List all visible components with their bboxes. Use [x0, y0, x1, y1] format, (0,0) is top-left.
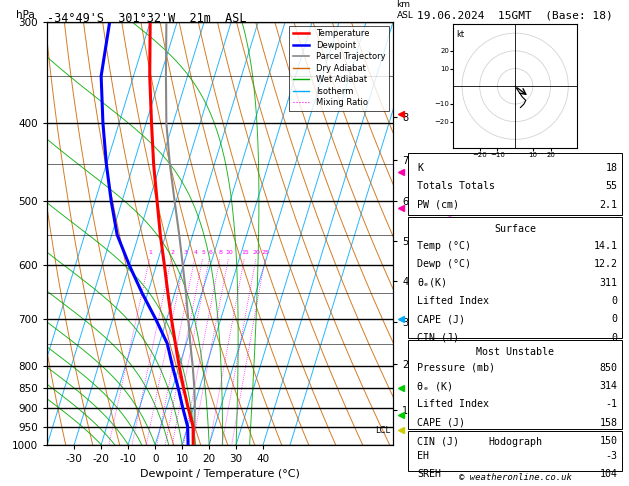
Text: Lifted Index: Lifted Index [417, 399, 489, 410]
Text: 19.06.2024  15GMT  (Base: 18): 19.06.2024 15GMT (Base: 18) [417, 11, 613, 21]
FancyBboxPatch shape [408, 217, 622, 338]
Text: 15: 15 [241, 250, 249, 255]
Text: EH: EH [417, 451, 429, 461]
Text: km
ASL: km ASL [397, 0, 413, 20]
Text: hPa: hPa [16, 10, 35, 20]
Text: Lifted Index: Lifted Index [417, 296, 489, 306]
Text: θₑ(K): θₑ(K) [417, 278, 447, 288]
Text: 0: 0 [611, 333, 618, 343]
Text: LCL: LCL [376, 426, 391, 435]
Text: Temp (°C): Temp (°C) [417, 241, 471, 251]
Y-axis label: Mixing Ratio  (g/kg): Mixing Ratio (g/kg) [447, 189, 456, 278]
Text: Most Unstable: Most Unstable [476, 347, 554, 357]
Text: -34°49'S  301°32'W  21m  ASL: -34°49'S 301°32'W 21m ASL [47, 12, 247, 25]
Text: 8: 8 [219, 250, 223, 255]
Text: 12.2: 12.2 [594, 259, 618, 269]
Text: 20: 20 [253, 250, 260, 255]
Text: 0: 0 [611, 296, 618, 306]
Text: 3: 3 [184, 250, 187, 255]
Text: 10: 10 [225, 250, 233, 255]
Text: 2: 2 [170, 250, 174, 255]
Text: θₑ (K): θₑ (K) [417, 381, 454, 391]
Legend: Temperature, Dewpoint, Parcel Trajectory, Dry Adiabat, Wet Adiabat, Isotherm, Mi: Temperature, Dewpoint, Parcel Trajectory… [289, 26, 389, 111]
Text: 850: 850 [599, 363, 618, 373]
Text: CAPE (J): CAPE (J) [417, 314, 465, 325]
Text: 314: 314 [599, 381, 618, 391]
Text: 2.1: 2.1 [599, 200, 618, 210]
X-axis label: Dewpoint / Temperature (°C): Dewpoint / Temperature (°C) [140, 469, 300, 479]
Text: 25: 25 [262, 250, 270, 255]
Text: -1: -1 [606, 399, 618, 410]
FancyBboxPatch shape [408, 340, 622, 429]
Text: CIN (J): CIN (J) [417, 333, 459, 343]
Text: 104: 104 [599, 469, 618, 479]
Text: 55: 55 [606, 181, 618, 191]
Text: 150: 150 [599, 436, 618, 447]
Text: -3: -3 [606, 451, 618, 461]
Text: SREH: SREH [417, 469, 441, 479]
Text: PW (cm): PW (cm) [417, 200, 459, 210]
Text: Totals Totals: Totals Totals [417, 181, 495, 191]
Text: CAPE (J): CAPE (J) [417, 418, 465, 428]
Text: Dewp (°C): Dewp (°C) [417, 259, 471, 269]
FancyBboxPatch shape [408, 431, 622, 471]
Text: kt: kt [457, 30, 465, 38]
Text: Pressure (mb): Pressure (mb) [417, 363, 495, 373]
Text: 18: 18 [606, 163, 618, 173]
Text: CIN (J): CIN (J) [417, 436, 459, 447]
Text: © weatheronline.co.uk: © weatheronline.co.uk [459, 473, 572, 482]
Text: 158: 158 [599, 418, 618, 428]
Text: 4: 4 [194, 250, 198, 255]
FancyBboxPatch shape [408, 153, 622, 215]
Text: 311: 311 [599, 278, 618, 288]
Text: Surface: Surface [494, 224, 536, 234]
Text: 0: 0 [611, 314, 618, 325]
Text: 5: 5 [201, 250, 206, 255]
Text: 14.1: 14.1 [594, 241, 618, 251]
Text: 1: 1 [148, 250, 152, 255]
Text: Hodograph: Hodograph [488, 437, 542, 448]
Text: 6: 6 [208, 250, 212, 255]
Text: K: K [417, 163, 423, 173]
